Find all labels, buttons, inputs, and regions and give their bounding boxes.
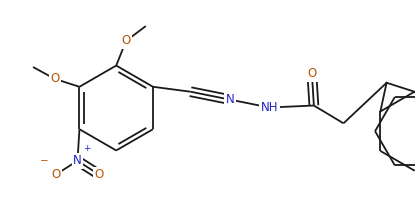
- Text: N: N: [73, 154, 82, 167]
- Text: O: O: [307, 67, 316, 80]
- Text: +: +: [84, 144, 91, 153]
- Text: −: −: [40, 156, 49, 166]
- Text: O: O: [122, 34, 131, 47]
- Text: N: N: [226, 93, 234, 106]
- Text: O: O: [51, 168, 60, 181]
- Text: O: O: [94, 168, 104, 181]
- Text: O: O: [50, 72, 59, 85]
- Text: NH: NH: [261, 101, 278, 114]
